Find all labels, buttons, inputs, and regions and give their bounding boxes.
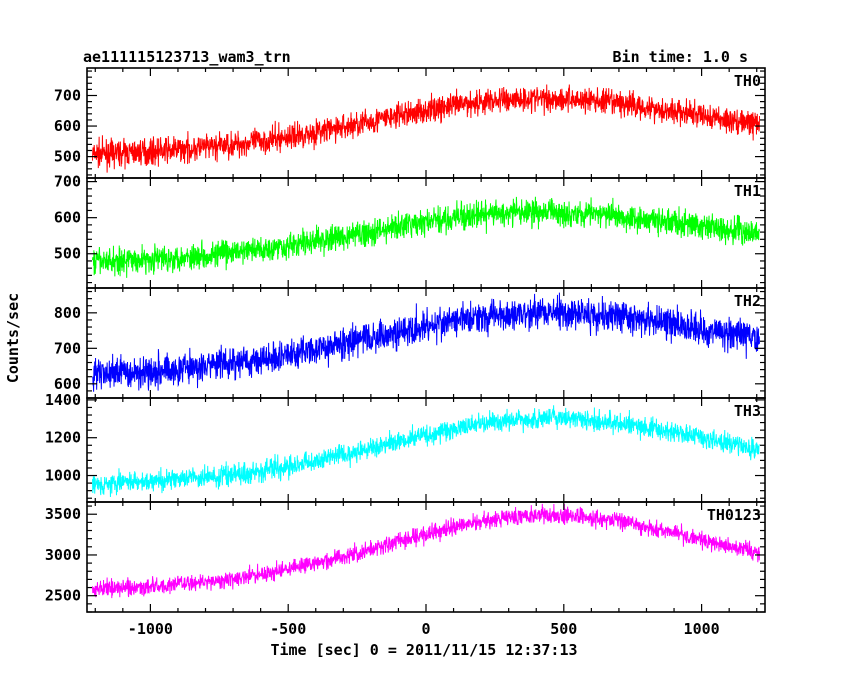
x-tick-label: 0 (421, 620, 430, 638)
panel-frame (86, 67, 766, 179)
series-th0 (92, 84, 760, 173)
panel-frame (86, 501, 766, 613)
panel-th2: 600 700 800 TH2 (54, 287, 766, 399)
y-tick-label: 800 (54, 304, 81, 322)
y-tick-label: 1000 (45, 467, 81, 485)
y-tick-label: 600 (54, 209, 81, 227)
panel-th1: 500 600 700 TH1 (54, 173, 766, 289)
y-tick-label: 500 (54, 148, 81, 166)
panel-th0: 500 600 700 TH0 (54, 67, 766, 179)
x-tick-label: -1000 (128, 620, 173, 638)
panels-group: 500 600 700 TH0 500 600 700 TH1 600 700 800 TH2 1000… (45, 67, 766, 638)
panel-th0123: 2500 3000 3500 TH0123 (45, 501, 766, 613)
chart-title: ae111115123713_wam3_trn (83, 48, 291, 66)
panel-th3: 1000 1200 1400 TH3 (45, 391, 766, 503)
panel-label: TH1 (734, 182, 761, 200)
series-th2 (92, 292, 760, 392)
x-tick-label: 1000 (684, 620, 720, 638)
x-tick-labels: -1000 -500 0 500 1000 (128, 620, 720, 638)
panel-label: TH0 (734, 72, 761, 90)
y-axis-label: Counts/sec (4, 293, 22, 383)
series-th1 (92, 196, 760, 278)
y-tick-label: 700 (54, 173, 81, 191)
panel-label: TH3 (734, 402, 761, 420)
y-tick-label: 600 (54, 117, 81, 135)
y-tick-label: 1400 (45, 391, 81, 409)
panel-frame (86, 397, 766, 503)
y-tick-label: 2500 (45, 587, 81, 605)
y-tick-label: 500 (54, 245, 81, 263)
y-tick-label: 3000 (45, 546, 81, 564)
y-tick-label: 700 (54, 87, 81, 105)
bin-time-label: Bin time: 1.0 s (613, 48, 748, 66)
x-axis-label: Time [sec] 0 = 2011/11/15 12:37:13 (270, 641, 577, 659)
panel-label: TH0123 (707, 506, 761, 524)
panel-frame (86, 177, 766, 289)
x-tick-label: 500 (550, 620, 577, 638)
panel-label: TH2 (734, 292, 761, 310)
y-tick-label: 3500 (45, 505, 81, 523)
x-tick-label: -500 (270, 620, 306, 638)
series-th3 (92, 405, 760, 498)
y-tick-label: 600 (54, 375, 81, 393)
y-tick-label: 1200 (45, 429, 81, 447)
series-th0123 (92, 503, 760, 599)
y-tick-label: 700 (54, 339, 81, 357)
